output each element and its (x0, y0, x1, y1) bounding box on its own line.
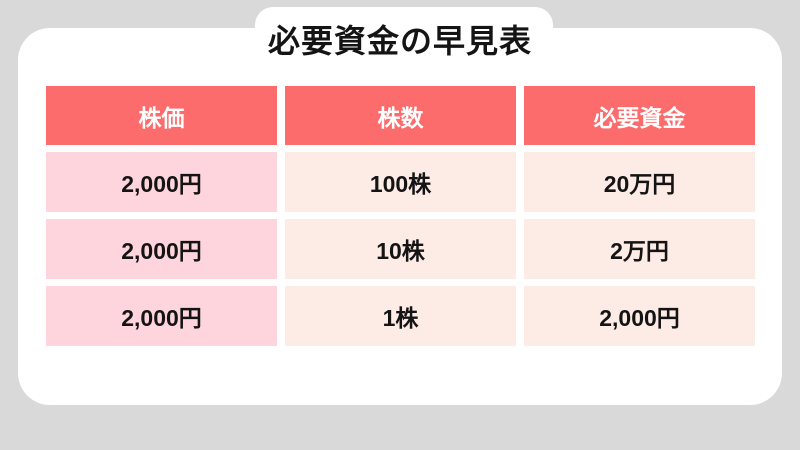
table-cell-row1-share-count: 100株 (285, 152, 516, 212)
table-cell-row2-share-count: 10株 (285, 219, 516, 279)
table-header-share-count: 株数 (285, 86, 516, 145)
table-cell-row2-required-funds: 2万円 (524, 219, 755, 279)
table-cell-row3-share-count: 1株 (285, 286, 516, 346)
table-cell-row3-required-funds: 2,000円 (524, 286, 755, 346)
table-header-stock-price: 株価 (46, 86, 277, 145)
page-title: 必要資金の早見表 (267, 23, 532, 59)
table-cell-row2-stock-price: 2,000円 (46, 219, 277, 279)
table-cell-row1-required-funds: 20万円 (524, 152, 755, 212)
table-cell-row3-stock-price: 2,000円 (46, 286, 277, 346)
table-cell-row1-stock-price: 2,000円 (46, 152, 277, 212)
funds-table: 株価 株数 必要資金 2,000円 100株 20万円 2,000円 10株 2… (46, 86, 755, 346)
table-header-required-funds: 必要資金 (524, 86, 755, 145)
